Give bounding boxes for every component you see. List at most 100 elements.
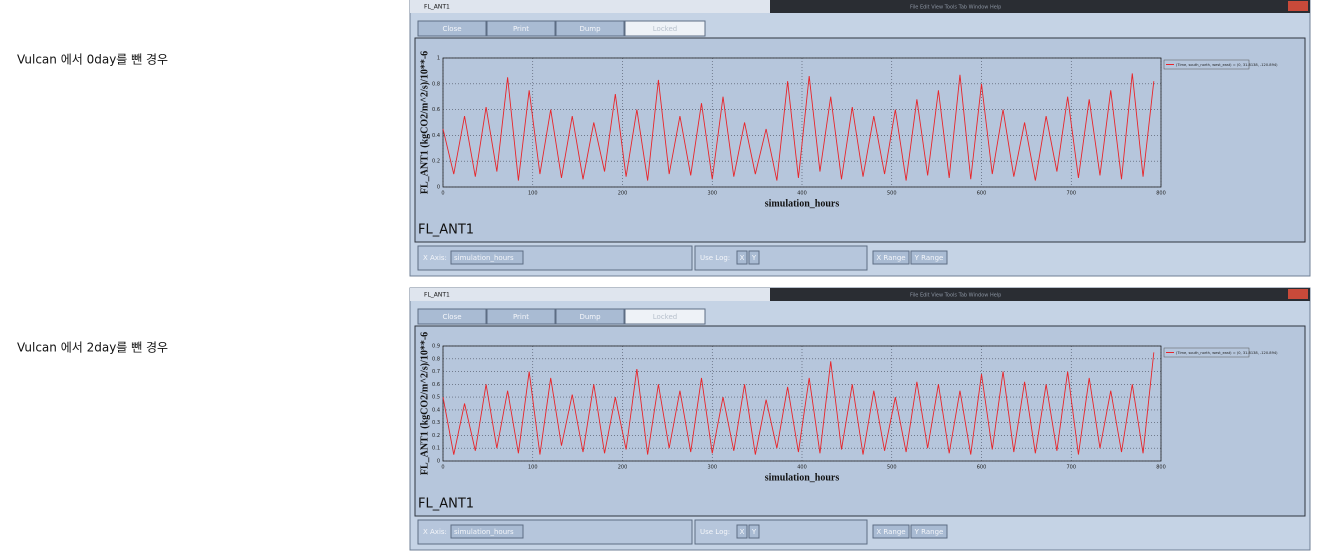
caption: Vulcan 에서 2day를 뺀 경우 (17, 341, 168, 355)
button[interactable] (417, 308, 487, 325)
button-label: Locked (653, 25, 677, 33)
x-tick-label: 100 (528, 465, 538, 471)
x-tick-label: 500 (887, 465, 897, 471)
log-panel (694, 519, 868, 545)
y-tick-label: 0.1 (432, 446, 440, 452)
range-button[interactable] (872, 250, 910, 265)
range-button-label: Y Range (914, 528, 944, 536)
button-label: Close (442, 25, 461, 33)
legend-label: (Time, south_north, west_east) = (0, 31.… (1176, 351, 1278, 355)
series-line (442, 352, 1155, 455)
y-axis-label: FL_ANT1 (kgCO2/m^2/s)/10**-6 (419, 51, 430, 194)
button[interactable] (486, 308, 556, 325)
legend-box (1163, 347, 1250, 358)
button-label: Locked (653, 313, 677, 321)
close-window[interactable] (1288, 289, 1308, 299)
window-title: FL_ANT1 (424, 292, 450, 299)
button-label: Dump (579, 313, 601, 321)
x-axis-field-label: X Axis: (423, 528, 447, 536)
x-axis-field[interactable] (450, 250, 524, 265)
log-toggle-label: X (740, 528, 745, 536)
x-tick-label: 700 (1066, 191, 1076, 197)
plot-area (442, 57, 1162, 188)
range-button-label: X Range (876, 528, 905, 536)
range-button-label: X Range (876, 254, 905, 262)
button[interactable] (555, 308, 625, 325)
log-panel (694, 245, 868, 271)
title-bar-left (410, 288, 770, 301)
log-toggle[interactable] (748, 250, 760, 265)
log-toggle[interactable] (736, 250, 748, 265)
x-axis-field-label: X Axis: (423, 254, 447, 262)
plot-title: FL_ANT1 (418, 497, 474, 512)
y-tick-label: 0.4 (432, 407, 440, 413)
x-tick-label: 0 (441, 465, 444, 471)
x-tick-label: 400 (797, 465, 807, 471)
menu: File Edit View Tools Tab Window Help (910, 293, 1001, 299)
x-tick-label: 200 (618, 465, 628, 471)
x-tick-label: 600 (977, 465, 987, 471)
y-tick-label: 0.5 (432, 395, 440, 401)
x-tick-label: 500 (887, 191, 897, 197)
y-tick-label: 1 (437, 56, 440, 62)
x-tick-label: 300 (707, 465, 717, 471)
log-toggle-label: Y (751, 254, 757, 262)
y-tick-label: 0.8 (432, 356, 440, 362)
x-axis-label: simulation_hours (765, 198, 840, 209)
button[interactable] (555, 20, 625, 37)
window-title: FL_ANT1 (424, 4, 450, 11)
y-tick-label: 0.4 (432, 133, 440, 139)
x-tick-label: 600 (977, 191, 987, 197)
series-line (442, 73, 1155, 181)
x-tick-label: 300 (707, 191, 717, 197)
use-log-label: Use Log: (700, 254, 730, 262)
y-tick-label: 0 (437, 459, 440, 465)
log-toggle[interactable] (748, 524, 760, 539)
log-toggle[interactable] (736, 524, 748, 539)
legend-box (1163, 59, 1250, 70)
close-window[interactable] (1288, 1, 1308, 11)
button[interactable] (624, 20, 706, 37)
legend-label: (Time, south_north, west_east) = (0, 31.… (1176, 63, 1278, 67)
button-label: Print (513, 313, 529, 321)
x-tick-label: 800 (1156, 465, 1166, 471)
y-tick-label: 0.2 (432, 159, 440, 165)
button[interactable] (417, 20, 487, 37)
y-tick-label: 0.9 (432, 344, 440, 350)
x-axis-field[interactable] (450, 524, 524, 539)
title-bar-left (410, 0, 770, 13)
plot-title: FL_ANT1 (418, 223, 474, 238)
button[interactable] (624, 308, 706, 325)
use-log-label: Use Log: (700, 528, 730, 536)
y-axis-label: FL_ANT1 (kgCO2/m^2/s)/10**-6 (419, 332, 430, 475)
x-axis-label: simulation_hours (765, 472, 840, 483)
menu: File Edit View Tools Tab Window Help (910, 5, 1001, 11)
x-tick-label: 100 (528, 191, 538, 197)
y-tick-label: 0.7 (432, 369, 440, 375)
button-label: Dump (579, 25, 601, 33)
range-button[interactable] (910, 524, 948, 539)
button-label: Close (442, 313, 461, 321)
button-label: Print (513, 25, 529, 33)
x-tick-label: 800 (1156, 191, 1166, 197)
y-tick-label: 0.8 (432, 81, 440, 87)
button[interactable] (486, 20, 556, 37)
plot-panel (414, 37, 1306, 243)
y-tick-label: 0.3 (432, 420, 440, 426)
x-axis-field-value: simulation_hours (454, 528, 514, 536)
y-tick-label: 0.2 (432, 433, 440, 439)
x-tick-label: 700 (1066, 465, 1076, 471)
plot-panel (414, 325, 1306, 517)
range-button-label: Y Range (914, 254, 944, 262)
y-tick-label: 0.6 (432, 382, 440, 388)
y-tick-label: 0 (437, 185, 440, 191)
caption: Vulcan 에서 0day를 뺀 경우 (17, 53, 168, 67)
range-button[interactable] (872, 524, 910, 539)
x-tick-label: 400 (797, 191, 807, 197)
y-tick-label: 0.6 (432, 107, 440, 113)
range-button[interactable] (910, 250, 948, 265)
x-tick-label: 200 (618, 191, 628, 197)
log-toggle-label: X (740, 254, 745, 262)
